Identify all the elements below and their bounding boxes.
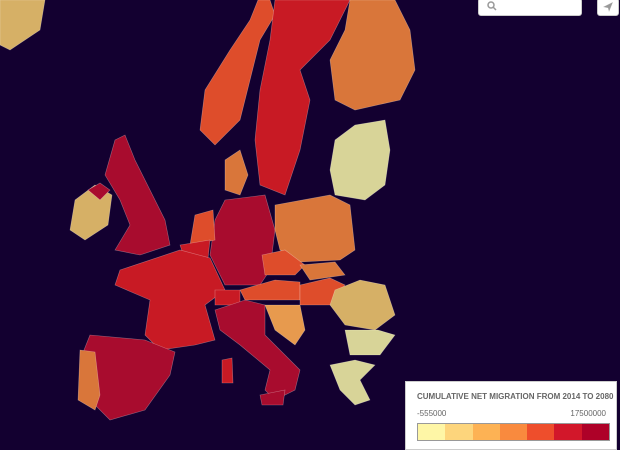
- legend-swatch: [499, 424, 528, 440]
- locate-button[interactable]: [597, 0, 619, 16]
- legend-swatch: [554, 424, 582, 440]
- legend-swatch: [418, 424, 446, 440]
- country[interactable]: [214, 299, 301, 401]
- country[interactable]: [259, 389, 286, 406]
- legend-scale: [417, 423, 610, 441]
- legend-swatch: [445, 424, 473, 440]
- country[interactable]: [264, 304, 306, 346]
- country[interactable]: [69, 184, 113, 241]
- legend-max-label: 17500000: [570, 409, 606, 418]
- country[interactable]: [224, 149, 249, 196]
- search-box[interactable]: [478, 0, 582, 16]
- country[interactable]: [299, 261, 346, 281]
- country[interactable]: [344, 329, 396, 356]
- country[interactable]: [114, 249, 226, 351]
- country[interactable]: [329, 119, 391, 201]
- send-icon: [602, 1, 614, 13]
- country[interactable]: [261, 249, 306, 276]
- search-icon: [487, 1, 497, 11]
- country[interactable]: [77, 349, 101, 411]
- country[interactable]: [221, 357, 234, 384]
- country[interactable]: [104, 134, 171, 256]
- country[interactable]: [329, 0, 416, 111]
- legend-title: CUMULATIVE NET MIGRATION FROM 2014 TO 20…: [417, 392, 614, 401]
- country[interactable]: [329, 279, 396, 331]
- legend-swatch: [472, 424, 500, 440]
- legend-swatch: [527, 424, 555, 440]
- legend: CUMULATIVE NET MIGRATION FROM 2014 TO 20…: [405, 381, 617, 450]
- legend-min-label: -555000: [417, 409, 447, 418]
- country[interactable]: [199, 0, 276, 146]
- country[interactable]: [87, 182, 111, 201]
- country[interactable]: [329, 359, 376, 406]
- country[interactable]: [189, 209, 216, 246]
- country[interactable]: [0, 0, 46, 51]
- country[interactable]: [274, 194, 356, 263]
- legend-swatch: [581, 424, 609, 440]
- country[interactable]: [254, 0, 351, 196]
